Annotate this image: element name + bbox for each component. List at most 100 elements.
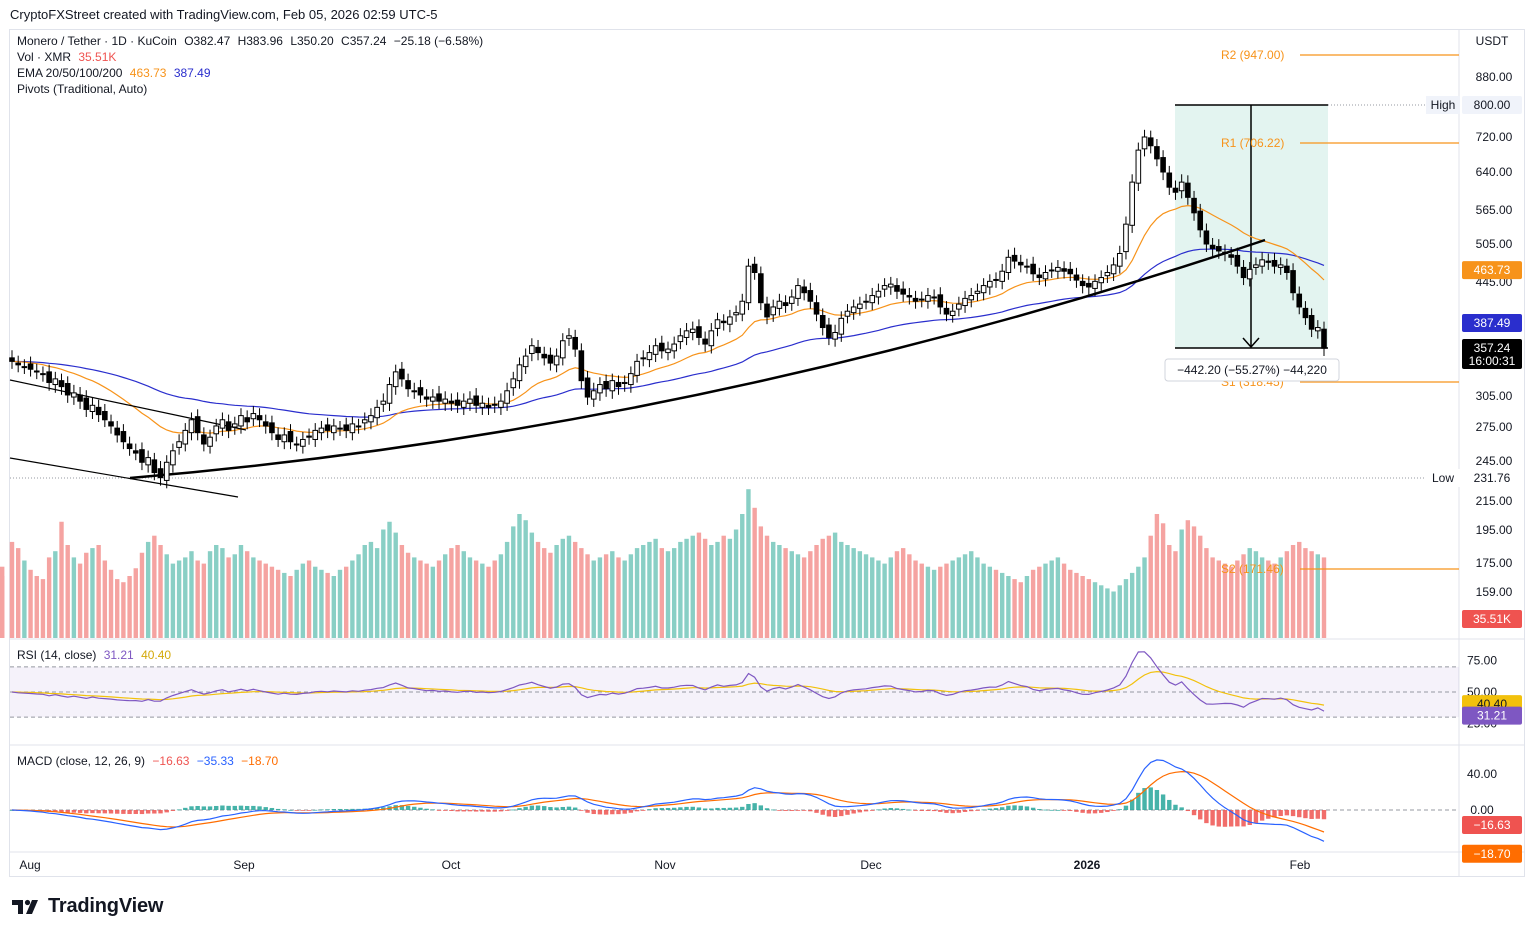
volume-bar (127, 576, 132, 638)
volume-bar (542, 548, 547, 638)
macd-histogram-bar (504, 810, 510, 811)
volume-bar (220, 548, 225, 638)
macd-histogram-bar (727, 807, 733, 810)
macd-histogram-bar (84, 810, 89, 814)
macd-histogram-bar (176, 809, 182, 811)
candle-body (770, 306, 777, 316)
volume-bar (1247, 548, 1252, 638)
volume-bar (999, 572, 1005, 638)
macd-histogram-bar (529, 805, 535, 810)
candle-body (102, 411, 108, 421)
volume-bar (560, 538, 565, 638)
candle-body (337, 427, 343, 430)
macd-histogram-bar (1179, 807, 1184, 810)
candle-body (857, 303, 863, 309)
macd-histogram-bar (1185, 810, 1191, 812)
candle-body (516, 364, 523, 382)
macd-histogram-bar (195, 805, 200, 810)
volume-bar (263, 563, 268, 638)
macd-histogram-bar (418, 807, 423, 810)
candle-body (999, 270, 1005, 282)
macd-histogram-bar (721, 807, 726, 810)
pivots-legend-row: Pivots (Traditional, Auto) (17, 81, 151, 97)
candle-body (324, 424, 331, 431)
volume-bar (325, 572, 330, 638)
volume-bar (832, 532, 838, 638)
rsi-label[interactable]: RSI (14, close) (17, 648, 97, 662)
candle-body (931, 296, 937, 299)
macd-histogram-bar (814, 810, 819, 813)
macd-histogram-bar (77, 810, 83, 813)
ema200-price-label: 387.49 (1474, 316, 1511, 330)
volume-label[interactable]: Vol · XMR (17, 50, 72, 64)
macd-histogram-bar (1198, 810, 1203, 820)
macd-histogram-bar (1142, 788, 1147, 810)
macd-histogram-bar (764, 808, 770, 810)
currency-selector[interactable]: USDT (1475, 34, 1509, 48)
macd-histogram-bar (1259, 810, 1265, 821)
volume-bar (393, 532, 398, 638)
macd-histogram-bar (59, 810, 64, 813)
price-axis-tick: 505.00 (1476, 237, 1513, 251)
candle-body (646, 352, 653, 361)
volume-bar (22, 560, 27, 638)
pivots-label[interactable]: Pivots (Traditional, Auto) (17, 82, 148, 96)
candle-body (745, 265, 752, 304)
candle-body (733, 312, 739, 316)
macd-histogram-bar (430, 809, 436, 811)
volume-bar (350, 560, 355, 638)
candle-body (176, 441, 182, 448)
macd-histogram-bar (1148, 787, 1153, 810)
volume-bar (628, 554, 634, 638)
macd-histogram-bar (560, 806, 565, 810)
macd-histogram-bar (1204, 810, 1209, 824)
volume-bar (1191, 526, 1197, 638)
volume-bar (535, 541, 541, 638)
candle-body (287, 431, 294, 443)
volume-bar (294, 569, 299, 638)
ema-label[interactable]: EMA 20/50/100/200 (17, 66, 123, 80)
candle-body (145, 457, 151, 466)
candle-body (1154, 146, 1160, 160)
macd-histogram-bar (962, 810, 968, 812)
high-price-label-box (1462, 96, 1522, 114)
macd-histogram-bar (1222, 810, 1228, 827)
macd-histogram-bar (1024, 806, 1030, 810)
macd-histogram-bar (1129, 799, 1135, 810)
macd-histogram-bar (801, 810, 807, 811)
symbol-title[interactable]: Monero / Tether · 1D · KuCoin (17, 34, 177, 48)
price-axis-tick: 159.00 (1476, 585, 1513, 599)
macd-histogram-bar (1173, 804, 1178, 810)
candle-body (1042, 272, 1049, 280)
macd-histogram-bar (201, 806, 207, 810)
macd-histogram-bar (269, 807, 275, 810)
candle-body (1228, 254, 1234, 258)
macd-histogram-bar (634, 810, 640, 812)
volume-bar (603, 554, 609, 638)
volume-bar (1167, 545, 1172, 638)
volume-bar (443, 554, 448, 638)
candle-body (844, 310, 851, 317)
macd-histogram-bar (436, 810, 442, 811)
macd-label[interactable]: MACD (close, 12, 26, 9) (17, 754, 146, 768)
volume-bar (424, 563, 429, 638)
volume-bar (195, 560, 200, 638)
candle-body (875, 290, 882, 298)
volume-bar (1129, 572, 1135, 638)
volume-bar (1290, 545, 1296, 638)
ema50-price-label: 463.73 (1474, 263, 1511, 277)
macd-histogram-bar (1117, 809, 1122, 811)
tradingview-logo[interactable]: TradingView (12, 895, 163, 918)
candle-body (256, 415, 263, 421)
volume-bar (1111, 591, 1116, 638)
macd-histogram-bar (517, 808, 522, 810)
macd-histogram-bar (127, 810, 132, 815)
candle-body (430, 396, 436, 402)
macd-histogram-bar (1099, 810, 1104, 813)
macd-histogram-bar (863, 810, 869, 812)
macd-signal-price-label-box (1462, 844, 1522, 863)
volume-bar (139, 552, 145, 638)
macd-histogram-bar (913, 810, 918, 811)
candle-body (739, 300, 746, 315)
